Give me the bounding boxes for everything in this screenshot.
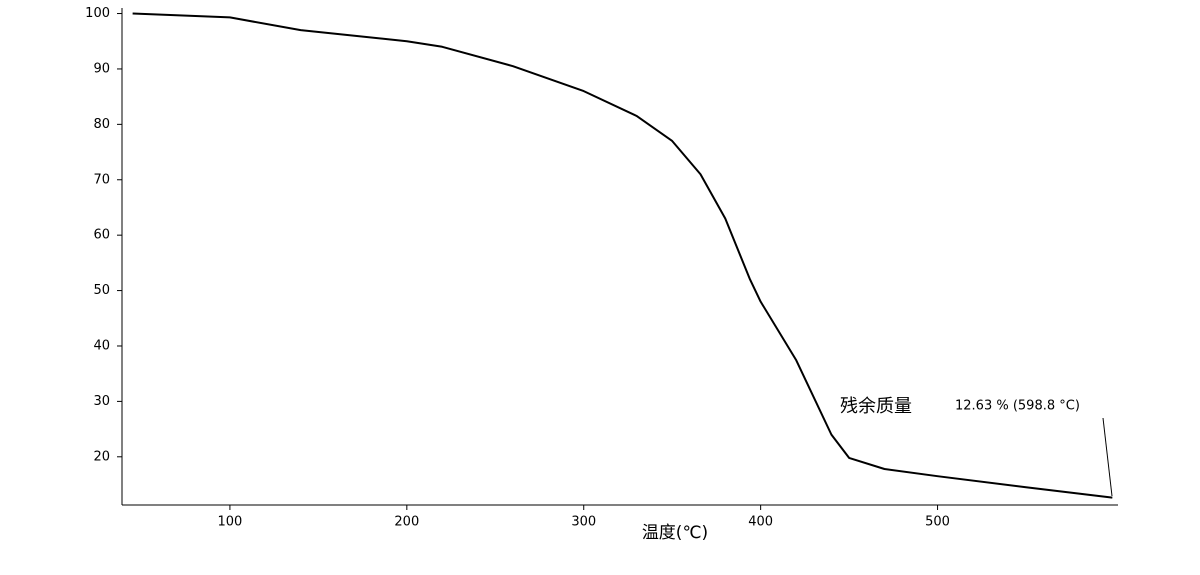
y-tick-label: 80 <box>93 117 110 132</box>
x-tick-label: 400 <box>748 515 773 530</box>
annotation-label: 残余质量 <box>840 396 912 417</box>
annotation-arrow <box>1102 417 1113 497</box>
y-tick-label: 50 <box>93 283 110 298</box>
y-tick-label: 20 <box>93 449 110 464</box>
y-tick-label: 60 <box>93 228 110 243</box>
y-tick-label: 100 <box>85 6 110 21</box>
x-axis-label: 温度(℃) <box>642 523 708 543</box>
y-tick-label: 70 <box>93 172 110 187</box>
x-tick-label: 200 <box>394 515 419 530</box>
x-tick-label: 300 <box>571 515 596 530</box>
y-tick-label: 40 <box>93 338 110 353</box>
data-line <box>132 12 1113 499</box>
y-tick-label: 30 <box>93 394 110 409</box>
x-tick-label: 500 <box>925 515 950 530</box>
y-tick-label: 90 <box>93 61 110 76</box>
annotation-text: 12.63 % (598.8 °C) <box>955 399 1080 414</box>
x-tick-label: 100 <box>218 515 243 530</box>
